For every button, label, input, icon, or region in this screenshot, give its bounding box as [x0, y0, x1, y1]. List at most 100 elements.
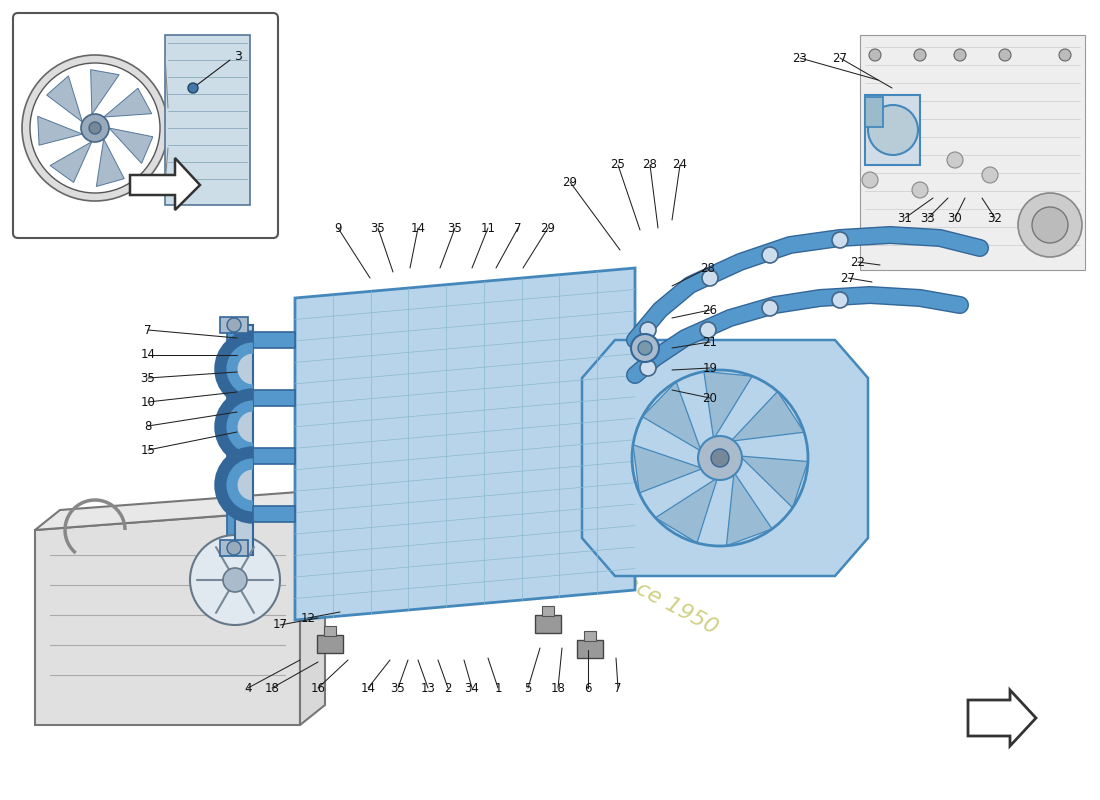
- Circle shape: [954, 49, 966, 61]
- Bar: [542, 606, 554, 616]
- Text: 7: 7: [614, 682, 622, 694]
- Circle shape: [640, 322, 656, 338]
- Circle shape: [227, 318, 241, 332]
- Text: 22: 22: [850, 255, 866, 269]
- Polygon shape: [656, 478, 717, 543]
- Circle shape: [223, 568, 248, 592]
- Polygon shape: [35, 490, 324, 530]
- Text: 18: 18: [551, 682, 565, 694]
- Polygon shape: [46, 76, 82, 122]
- Circle shape: [912, 182, 928, 198]
- Circle shape: [640, 360, 656, 376]
- Text: 33: 33: [921, 211, 935, 225]
- Text: 7: 7: [515, 222, 521, 234]
- Text: 30: 30: [947, 211, 962, 225]
- Circle shape: [862, 172, 878, 188]
- Text: a passion for performance since 1950: a passion for performance since 1950: [339, 422, 722, 638]
- Polygon shape: [730, 391, 804, 441]
- Bar: [220, 317, 248, 333]
- Circle shape: [1059, 49, 1071, 61]
- Text: 19: 19: [703, 362, 717, 374]
- Polygon shape: [632, 445, 703, 493]
- Text: 4: 4: [244, 682, 252, 694]
- Text: 26: 26: [703, 303, 717, 317]
- Text: 8: 8: [144, 419, 152, 433]
- Text: 17: 17: [273, 618, 287, 631]
- Text: 11: 11: [481, 222, 495, 234]
- Circle shape: [947, 152, 962, 168]
- Text: 7: 7: [144, 323, 152, 337]
- Polygon shape: [109, 128, 153, 163]
- Text: 35: 35: [371, 222, 385, 234]
- Text: 3: 3: [234, 50, 242, 63]
- Text: 14: 14: [141, 349, 155, 362]
- Circle shape: [227, 541, 241, 555]
- Circle shape: [698, 436, 742, 480]
- Polygon shape: [740, 456, 807, 508]
- Circle shape: [22, 55, 168, 201]
- Circle shape: [914, 49, 926, 61]
- Text: 12: 12: [300, 611, 316, 625]
- Circle shape: [869, 49, 881, 61]
- Polygon shape: [97, 139, 124, 186]
- Text: 35: 35: [141, 371, 155, 385]
- Polygon shape: [37, 116, 82, 146]
- Polygon shape: [103, 88, 152, 117]
- Text: 18: 18: [265, 682, 279, 694]
- Polygon shape: [90, 70, 119, 114]
- Text: 1: 1: [494, 682, 502, 694]
- Text: 25: 25: [610, 158, 626, 171]
- Text: 21: 21: [703, 335, 717, 349]
- Text: 29: 29: [562, 175, 578, 189]
- Polygon shape: [582, 340, 868, 576]
- Bar: [865, 95, 920, 165]
- Text: 16: 16: [310, 682, 326, 694]
- Circle shape: [702, 270, 718, 286]
- Circle shape: [711, 449, 729, 467]
- Circle shape: [832, 292, 848, 308]
- Bar: [860, 35, 1085, 270]
- Circle shape: [89, 122, 101, 134]
- Text: 29: 29: [540, 222, 556, 234]
- Circle shape: [81, 114, 109, 142]
- Polygon shape: [295, 268, 635, 620]
- Text: 14: 14: [361, 682, 375, 694]
- Text: 13: 13: [420, 682, 436, 694]
- Bar: [535, 615, 561, 633]
- Polygon shape: [300, 490, 324, 725]
- Polygon shape: [642, 382, 701, 451]
- Text: 35: 35: [448, 222, 462, 234]
- Text: 28: 28: [701, 262, 715, 274]
- Bar: [220, 540, 248, 556]
- Bar: [227, 330, 239, 555]
- Circle shape: [832, 232, 848, 248]
- Text: 31: 31: [898, 211, 912, 225]
- Text: 27: 27: [840, 271, 856, 285]
- Circle shape: [190, 535, 280, 625]
- FancyBboxPatch shape: [13, 13, 278, 238]
- Polygon shape: [35, 510, 300, 725]
- Text: 32: 32: [988, 211, 1002, 225]
- Circle shape: [868, 105, 918, 155]
- Bar: [578, 640, 603, 658]
- Bar: [865, 97, 883, 127]
- Circle shape: [999, 49, 1011, 61]
- Bar: [165, 35, 250, 205]
- Circle shape: [762, 300, 778, 316]
- Bar: [253, 506, 295, 522]
- Circle shape: [631, 334, 659, 362]
- Polygon shape: [51, 142, 92, 182]
- Bar: [235, 325, 253, 555]
- Text: 10: 10: [141, 395, 155, 409]
- Text: 35: 35: [390, 682, 406, 694]
- Bar: [253, 332, 295, 348]
- Text: 28: 28: [642, 158, 658, 171]
- Bar: [317, 635, 343, 653]
- Text: 34: 34: [464, 682, 480, 694]
- Text: 27: 27: [833, 51, 847, 65]
- Circle shape: [188, 83, 198, 93]
- Polygon shape: [704, 371, 752, 439]
- Text: 6: 6: [584, 682, 592, 694]
- Polygon shape: [726, 472, 772, 546]
- Circle shape: [30, 63, 159, 193]
